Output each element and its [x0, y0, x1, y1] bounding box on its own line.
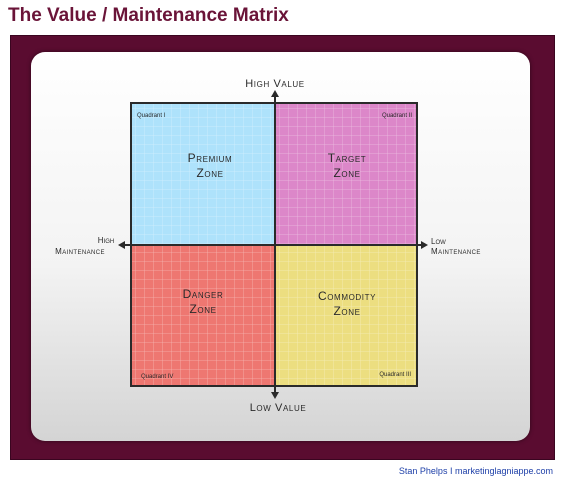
arrow-right-icon [421, 241, 428, 249]
arrow-up-icon [271, 90, 279, 97]
quadrant-2-zone-line1: Target [328, 151, 367, 165]
quadrant-1-zone-line2: Zone [196, 166, 223, 180]
credit-text: Stan Phelps I marketinglagniappe.com [398, 466, 553, 476]
quadrant-3-zone-line1: Commodity [318, 289, 376, 303]
quadrant-3-zone-line2: Zone [333, 304, 360, 318]
arrow-left-icon [118, 241, 125, 249]
quadrant-4-zone-line1: Danger [183, 287, 224, 301]
arrow-down-icon [271, 392, 279, 399]
axis-label-right-line2: Maintenance [431, 247, 481, 256]
quadrant-2-label: Quadrant II [382, 113, 412, 119]
axis-label-bottom: Low Value [250, 402, 307, 414]
quadrant-4-zone-line2: Zone [189, 302, 216, 316]
axis-label-left-line1: High [98, 236, 114, 245]
page-title: The Value / Maintenance Matrix [8, 5, 289, 26]
quadrant-2-zone-line2: Zone [333, 166, 360, 180]
axis-label-top: High Value [245, 78, 304, 90]
axis-label-left-line2: Maintenance [55, 247, 105, 256]
quadrant-1-label: Quadrant I [137, 113, 166, 119]
axis-label-right-line1: Low [431, 237, 446, 246]
quadrant-1-zone-line1: Premium [188, 151, 233, 165]
quadrant-3-label: Quadrant III [379, 372, 411, 378]
quadrant-4-label: Quadrant IV [141, 374, 173, 380]
